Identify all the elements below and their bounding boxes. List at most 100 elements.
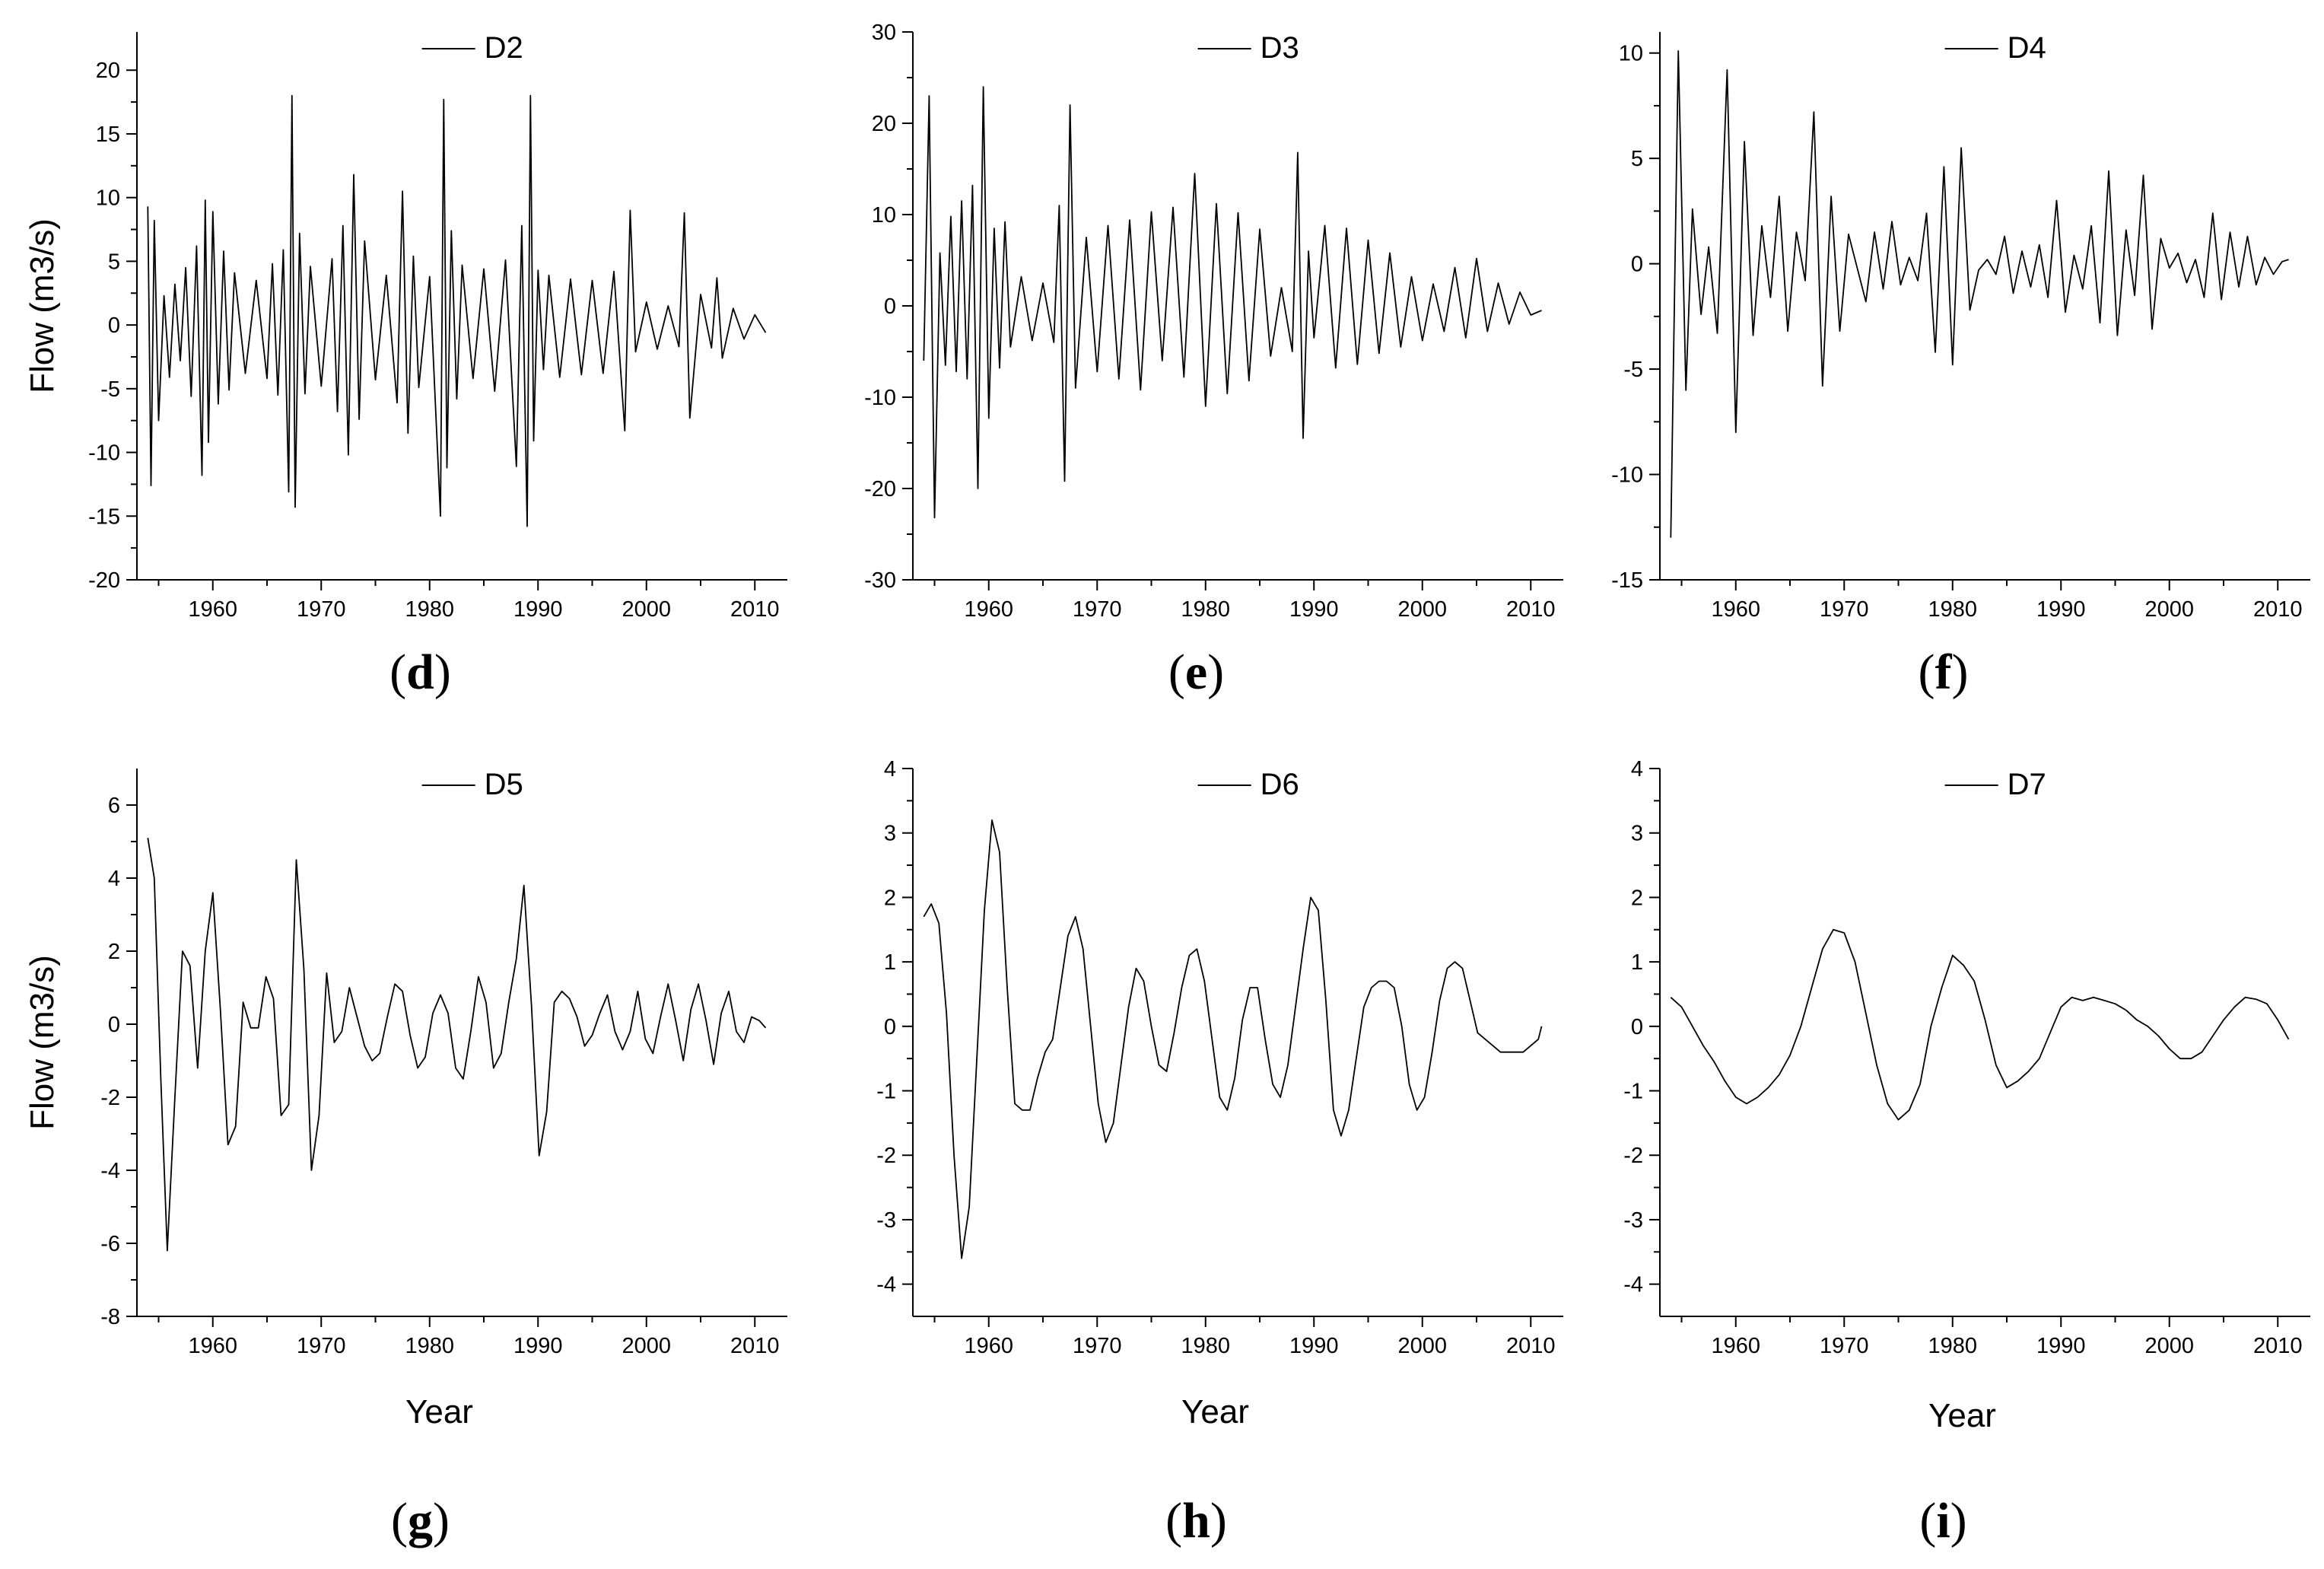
x-tick-label: 1970 <box>1820 1334 1869 1358</box>
y-tick-label: 15 <box>96 123 120 147</box>
series-line-D2 <box>147 94 767 527</box>
y-tick-label: -10 <box>864 386 896 410</box>
x-tick-label: 1980 <box>405 597 454 622</box>
series-line-D7 <box>1670 928 2290 1121</box>
x-axis-label: Year <box>405 1393 473 1431</box>
y-tick-label: 10 <box>96 186 120 211</box>
x-tick-label: 1960 <box>964 1334 1013 1358</box>
y-tick-label: -2 <box>100 1086 120 1110</box>
panel-f: -15 -10 -5 0 5 10 1960 1970 1980 1990 2000 2010 D4 (f… <box>1611 31 2310 700</box>
legend-label: D4 <box>2008 31 2046 65</box>
x-tick-label: 1970 <box>1820 597 1869 622</box>
y-tick-label: 4 <box>1631 757 1643 781</box>
y-tick-label: -1 <box>1623 1080 1643 1104</box>
y-tick-label: 0 <box>884 1015 896 1039</box>
panel-label: (i) <box>1919 1493 1966 1548</box>
y-tick-label: 1 <box>884 950 896 975</box>
x-axis-label: Year <box>1928 1397 1996 1434</box>
x-axis-label: Year <box>1181 1393 1249 1431</box>
y-tick-label: 20 <box>96 59 120 83</box>
x-tick-label: 2000 <box>622 597 671 622</box>
y-tick-label: 6 <box>108 794 120 818</box>
x-tick-label: 1970 <box>1073 1334 1122 1358</box>
series-line-D5 <box>147 838 767 1252</box>
x-tick-label: 1990 <box>1289 1334 1339 1358</box>
y-tick-label: 2 <box>884 886 896 910</box>
x-tick-label: 1970 <box>297 597 346 622</box>
panel-label: (f) <box>1919 644 1969 700</box>
y-tick-label: -30 <box>864 568 896 593</box>
y-tick-label: 0 <box>884 294 896 319</box>
y-tick-label: 0 <box>1631 253 1643 277</box>
y-tick-label: -20 <box>88 568 120 593</box>
x-tick-label: 1970 <box>1073 597 1122 622</box>
y-tick-label: 3 <box>1631 822 1643 846</box>
x-tick-label: 2000 <box>1397 1334 1447 1358</box>
x-tick-label: 1960 <box>188 597 237 622</box>
panel-h: -4 -3 -2 -1 0 1 2 3 4 1960 1970 1980 1990 2000 2010 D6 Y… <box>876 757 1563 1548</box>
x-tick-label: 2010 <box>2253 597 2303 622</box>
y-tick-label: 20 <box>872 112 896 136</box>
y-tick-label: 5 <box>108 250 120 274</box>
panel-label: (d) <box>389 644 451 700</box>
legend-label: D6 <box>1261 768 1299 801</box>
y-tick-label: -15 <box>1611 568 1643 593</box>
y-tick-label: 10 <box>1619 42 1643 66</box>
y-tick-label: -8 <box>100 1305 120 1329</box>
y-tick-label: -4 <box>100 1159 120 1183</box>
y-tick-label: -3 <box>1623 1208 1643 1233</box>
y-tick-label: -15 <box>88 504 120 529</box>
x-tick-label: 2010 <box>1506 597 1556 622</box>
y-tick-label: 0 <box>1631 1015 1643 1039</box>
y-tick-label: -4 <box>876 1273 896 1297</box>
y-tick-label: 4 <box>884 757 896 781</box>
x-tick-label: 2000 <box>2144 597 2194 622</box>
x-tick-label: 1960 <box>188 1334 237 1358</box>
y-tick-label: 2 <box>108 940 120 964</box>
x-tick-label: 1960 <box>964 597 1013 622</box>
legend-label: D5 <box>485 768 523 801</box>
x-tick-label: 1960 <box>1711 1334 1760 1358</box>
y-tick-label: -2 <box>1623 1144 1643 1168</box>
panel-label: (g) <box>391 1493 450 1548</box>
y-tick-label: -5 <box>100 377 120 402</box>
x-tick-label: 1990 <box>2036 1334 2086 1358</box>
y-axis-label: Flow (m3/s) <box>24 218 61 393</box>
x-tick-label: 1980 <box>1181 1334 1230 1358</box>
y-tick-label: -6 <box>100 1232 120 1256</box>
panel-d: -20 -15 -10 -5 0 5 10 15 20 1960 1970 1980 1990 2000 2… <box>24 31 787 700</box>
y-tick-label: -4 <box>1623 1273 1643 1297</box>
y-tick-label: 10 <box>872 203 896 228</box>
y-tick-label: 30 <box>872 21 896 45</box>
series-line-D4 <box>1670 50 2289 538</box>
x-tick-label: 1980 <box>405 1334 454 1358</box>
y-tick-label: -5 <box>1623 358 1643 382</box>
x-tick-label: 1980 <box>1928 597 1977 622</box>
legend-label: D3 <box>1261 31 1299 65</box>
y-axis-label: Flow (m3/s) <box>24 955 61 1130</box>
y-tick-label: 3 <box>884 822 896 846</box>
y-tick-label: -10 <box>88 441 120 466</box>
x-tick-label: 2010 <box>730 597 780 622</box>
y-tick-label: -20 <box>864 477 896 501</box>
y-tick-label: 0 <box>108 1013 120 1037</box>
y-tick-label: 1 <box>1631 950 1643 975</box>
series-line-D6 <box>923 819 1543 1259</box>
x-tick-label: 2000 <box>1397 597 1447 622</box>
y-tick-label: -2 <box>876 1144 896 1168</box>
y-tick-label: -1 <box>876 1080 896 1104</box>
x-tick-label: 2010 <box>2253 1334 2303 1358</box>
panel-label: (h) <box>1165 1493 1227 1548</box>
panel-label: (e) <box>1168 644 1224 700</box>
x-tick-label: 1990 <box>513 597 563 622</box>
x-tick-label: 1990 <box>2036 597 2086 622</box>
panel-e: -30 -20 -10 0 10 20 30 1960 1970 1980 1990 2000 2010… <box>864 21 1563 700</box>
y-tick-label: 4 <box>108 867 120 891</box>
x-tick-label: 2000 <box>2144 1334 2194 1358</box>
y-tick-label: 5 <box>1631 147 1643 171</box>
y-tick-label: 2 <box>1631 886 1643 910</box>
x-tick-label: 1960 <box>1711 597 1760 622</box>
y-tick-label: -3 <box>876 1208 896 1233</box>
x-tick-label: 1980 <box>1928 1334 1977 1358</box>
